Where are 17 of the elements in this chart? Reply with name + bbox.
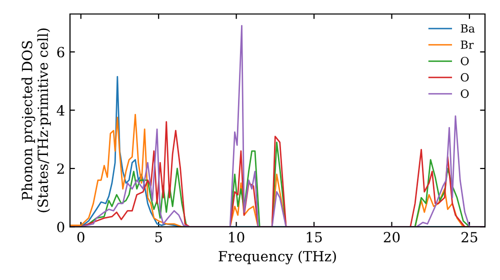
x-tick-label: 25: [462, 232, 478, 242]
x-tick-label: 0: [77, 232, 84, 242]
x-tick-label: 5: [155, 232, 162, 242]
y-tick-label: 2: [57, 163, 64, 174]
y-tick-label: 0: [57, 222, 64, 232]
legend-label: O: [460, 73, 469, 82]
legend-label: Br: [460, 40, 474, 49]
y-tick-label: 6: [57, 46, 64, 58]
legend-label: Ba: [460, 24, 475, 33]
x-tick-label: 20: [384, 232, 400, 242]
y-tick-label: 4: [56, 105, 64, 116]
x-tick-label: 10: [229, 232, 244, 242]
y-axis-title: Phonon projected DOS (States/THz·primitive cell): [22, 28, 51, 212]
x-tick-label: 15: [306, 232, 322, 242]
legend-label: O: [460, 56, 469, 66]
legend-label: O: [460, 89, 469, 98]
x-axis-title: Frequency (THz): [218, 250, 336, 264]
